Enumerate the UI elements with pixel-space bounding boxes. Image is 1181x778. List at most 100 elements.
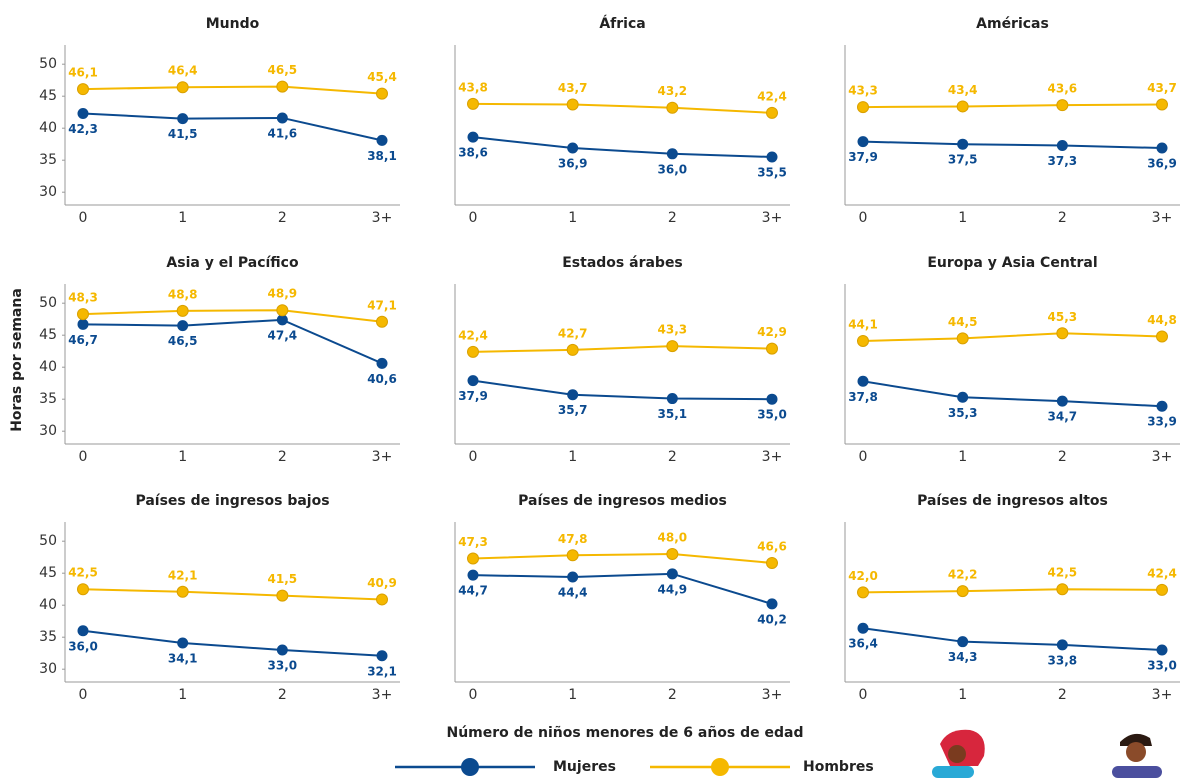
- x-axis-label: Número de niños menores de 6 años de eda…: [446, 725, 803, 741]
- value-label: 34,3: [948, 650, 978, 664]
- series-line: [82, 588, 383, 601]
- marker: [567, 389, 579, 401]
- marker: [766, 556, 778, 569]
- marker: [956, 332, 969, 345]
- value-label: 44,7: [458, 584, 488, 598]
- marker: [857, 334, 869, 347]
- y-tick-label: 40: [39, 597, 57, 613]
- x-tick-label: 0: [469, 687, 478, 703]
- value-label: 47,4: [268, 328, 298, 342]
- value-label: 44,1: [848, 317, 878, 331]
- y-tick-label: 40: [39, 120, 57, 136]
- value-label: 33,0: [268, 659, 298, 673]
- x-tick-label: 0: [79, 210, 88, 226]
- marker: [467, 375, 479, 387]
- legend-marker: [461, 758, 479, 776]
- x-tick-label: 1: [178, 449, 187, 465]
- series-line: [472, 379, 773, 401]
- panel-title: Mundo: [206, 16, 260, 32]
- x-tick-label: 3+: [762, 687, 783, 703]
- marker: [77, 583, 89, 596]
- marker: [1156, 142, 1168, 154]
- value-label: 43,6: [1048, 82, 1078, 96]
- y-tick-label: 35: [39, 629, 57, 645]
- value-label: 47,3: [458, 535, 488, 549]
- marker: [666, 568, 678, 580]
- y-tick-label: 40: [39, 359, 57, 375]
- panel-title: Asia y el Pacífico: [166, 255, 299, 271]
- marker: [766, 598, 778, 610]
- value-label: 48,9: [268, 287, 298, 301]
- x-tick-label: 0: [859, 210, 868, 226]
- value-label: 43,8: [458, 80, 488, 94]
- marker: [177, 637, 189, 649]
- x-tick-label: 3+: [372, 687, 393, 703]
- x-tick-label: 3+: [762, 449, 783, 465]
- x-tick-label: 1: [958, 210, 967, 226]
- marker: [956, 100, 969, 113]
- panel-title: Países de ingresos bajos: [135, 493, 329, 509]
- marker: [276, 80, 289, 93]
- legend: Mujeres Hombres: [395, 758, 874, 776]
- marker: [957, 391, 969, 403]
- series-line: [862, 380, 1163, 408]
- value-label: 35,5: [757, 166, 787, 180]
- marker: [857, 586, 869, 599]
- series-line: [862, 103, 1163, 109]
- series-line: [472, 136, 773, 158]
- y-tick-label: 35: [39, 152, 57, 168]
- value-label: 42,9: [757, 325, 787, 339]
- y-tick-label: 45: [39, 327, 57, 343]
- marker: [766, 106, 778, 119]
- value-label: 43,7: [558, 81, 588, 95]
- value-label: 46,5: [268, 63, 298, 77]
- value-label: 32,1: [367, 664, 397, 678]
- marker: [666, 393, 678, 405]
- marker: [1156, 583, 1168, 596]
- value-label: 44,8: [1147, 313, 1177, 327]
- value-label: 40,9: [367, 576, 397, 590]
- value-label: 42,4: [1147, 566, 1177, 580]
- marker: [666, 148, 678, 160]
- value-label: 36,0: [68, 639, 98, 653]
- value-label: 46,5: [168, 334, 198, 348]
- y-tick-label: 30: [39, 423, 57, 439]
- marker: [957, 636, 969, 648]
- x-tick-label: 0: [79, 687, 88, 703]
- y-tick-label: 45: [39, 565, 57, 581]
- x-tick-label: 0: [469, 449, 478, 465]
- marker: [77, 107, 89, 119]
- marker: [467, 345, 479, 358]
- marker: [1156, 400, 1168, 412]
- value-label: 47,1: [367, 298, 397, 312]
- marker: [566, 549, 579, 562]
- x-tick-label: 3+: [1152, 687, 1173, 703]
- panel-title: Europa y Asia Central: [927, 255, 1097, 271]
- marker: [77, 318, 89, 330]
- value-label: 46,1: [68, 66, 98, 80]
- marker: [1056, 327, 1069, 340]
- value-label: 46,7: [68, 333, 98, 347]
- value-label: 43,3: [658, 323, 688, 337]
- x-tick-label: 2: [1058, 687, 1067, 703]
- y-tick-label: 45: [39, 88, 57, 104]
- value-label: 37,8: [848, 390, 878, 404]
- marker: [766, 393, 778, 405]
- value-label: 42,7: [558, 326, 588, 340]
- value-label: 48,0: [658, 531, 688, 545]
- marker: [956, 585, 969, 598]
- value-label: 43,3: [848, 84, 878, 98]
- marker: [1056, 99, 1069, 112]
- marker: [467, 97, 479, 110]
- value-label: 43,7: [1147, 81, 1177, 95]
- marker: [857, 622, 869, 634]
- series-line: [862, 588, 1163, 594]
- marker: [276, 589, 289, 602]
- x-tick-label: 2: [1058, 210, 1067, 226]
- x-tick-label: 2: [668, 687, 677, 703]
- marker: [666, 548, 679, 560]
- marker: [766, 151, 778, 163]
- value-label: 38,6: [458, 146, 488, 160]
- marker: [666, 101, 679, 114]
- value-label: 34,1: [168, 651, 198, 665]
